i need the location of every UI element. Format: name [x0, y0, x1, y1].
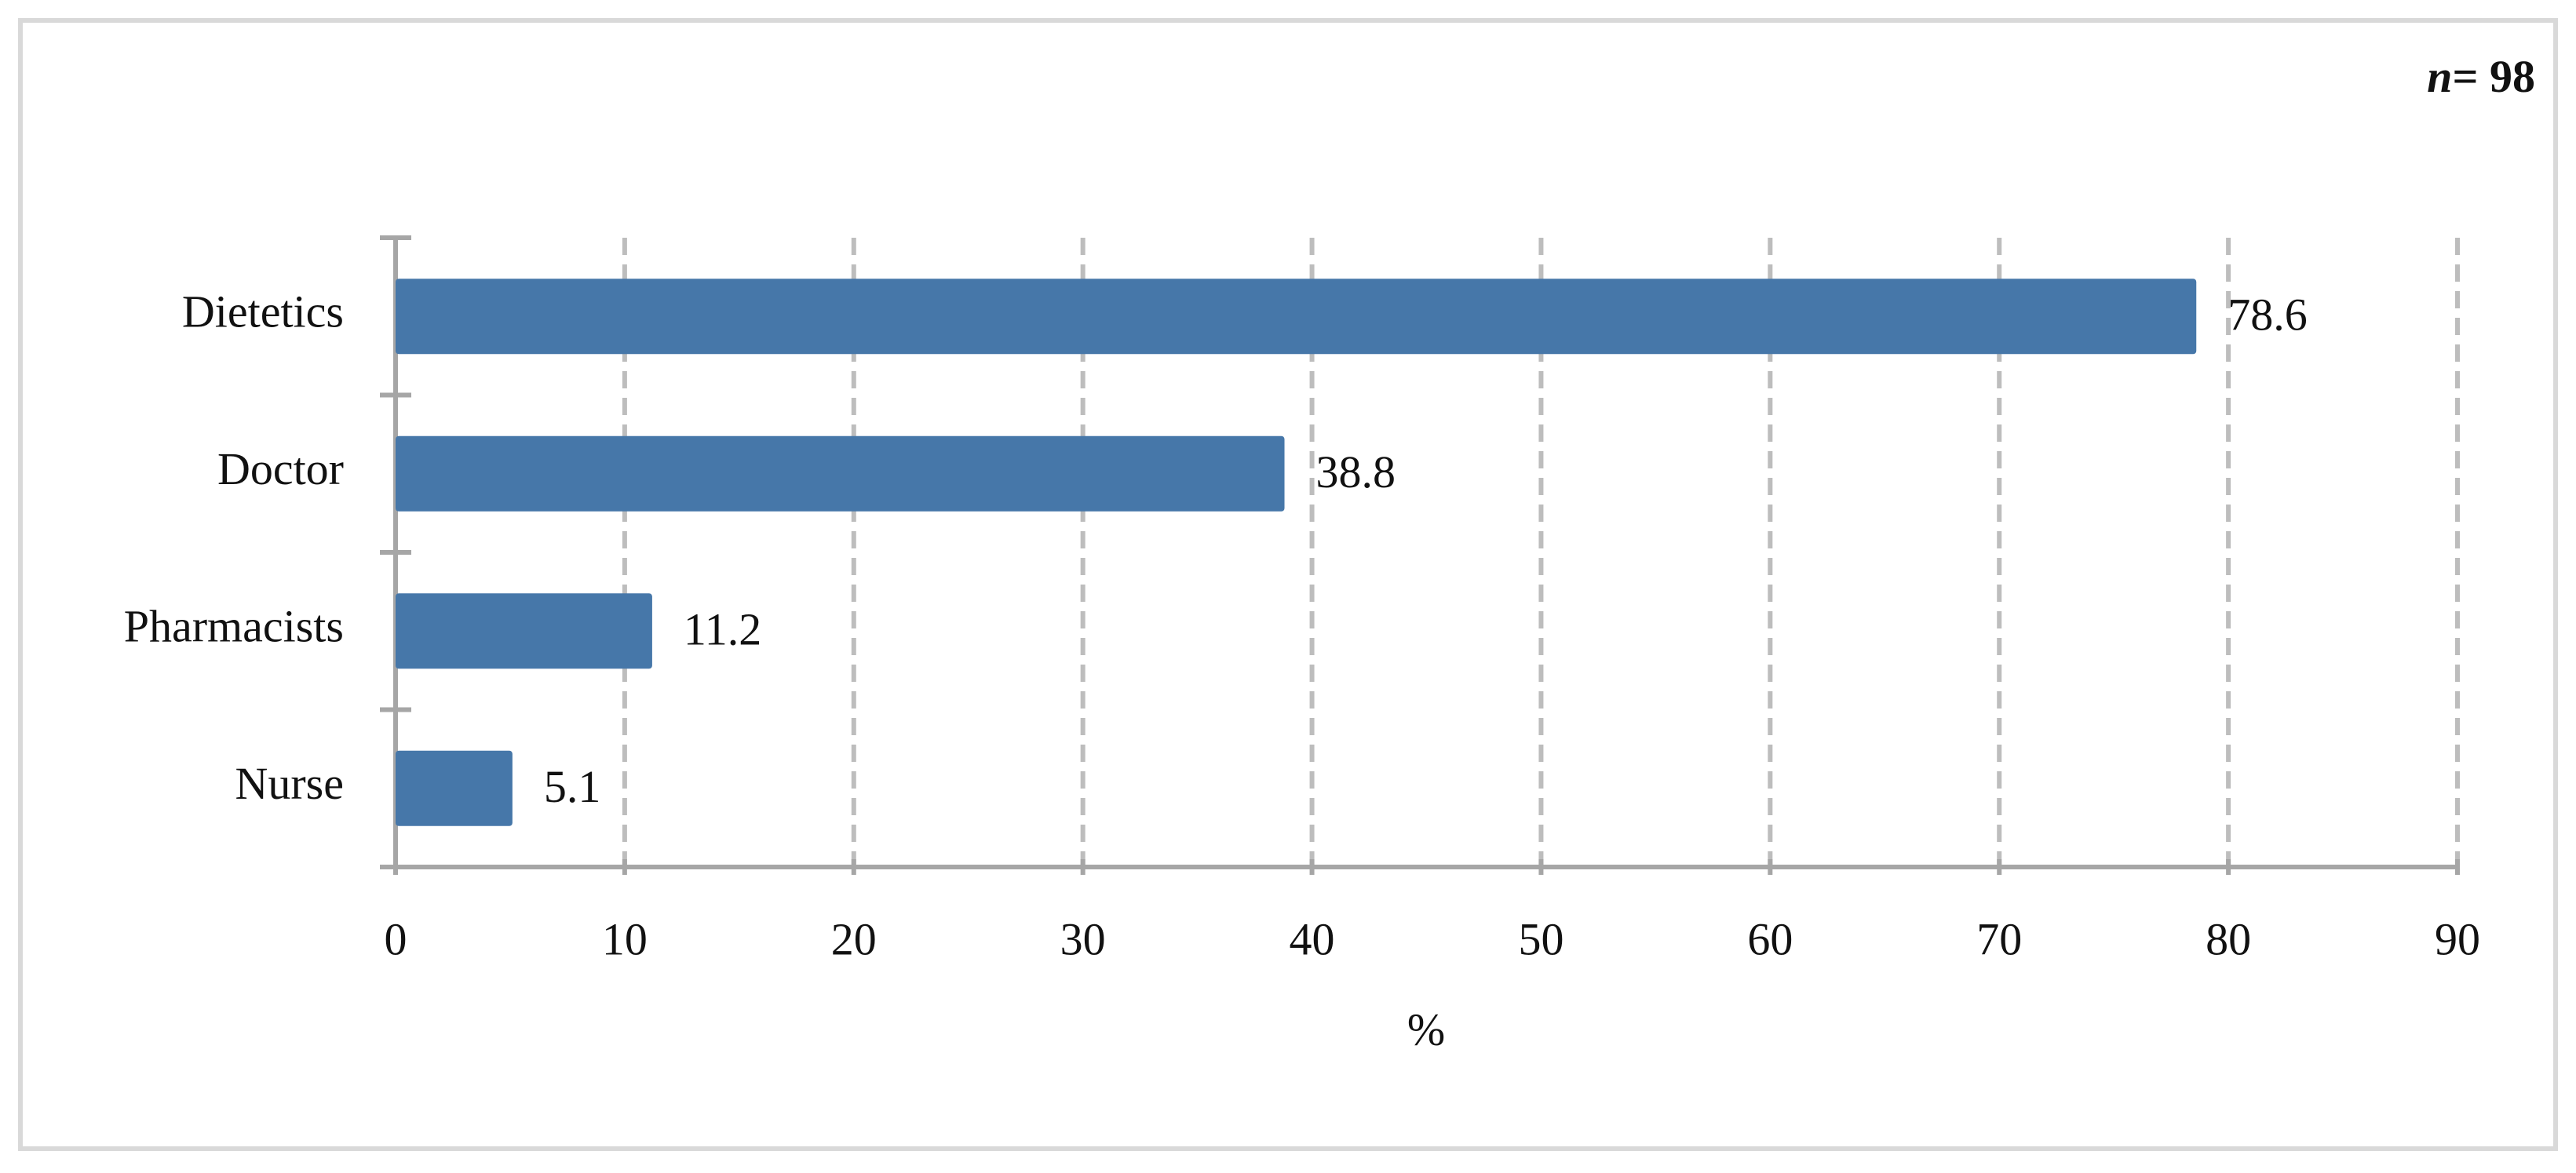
x-tick-label: 90: [2435, 913, 2480, 964]
x-tick-label: 70: [1976, 913, 2022, 964]
value-label: 5.1: [544, 761, 601, 812]
x-tick-label: 40: [1290, 913, 1335, 964]
bar: [396, 750, 513, 826]
x-tick-label: 60: [1747, 913, 1793, 964]
y-tick-label: Nurse: [235, 758, 344, 809]
x-axis-label: %: [1407, 1004, 1445, 1055]
annotation: n= 98: [2427, 51, 2535, 102]
bar: [396, 279, 2197, 355]
x-tick-label: 0: [385, 913, 407, 964]
x-tick-label: 30: [1060, 913, 1106, 964]
x-tick-label: 80: [2206, 913, 2251, 964]
x-tick-label: 10: [602, 913, 648, 964]
chart-frame: [18, 18, 2558, 1151]
annotation-variable: n: [2427, 51, 2452, 102]
bar: [396, 593, 652, 669]
y-tick-label: Doctor: [217, 443, 344, 494]
bar: [396, 435, 1285, 512]
x-tick-label: 20: [831, 913, 877, 964]
y-tick-label: Dietetics: [182, 286, 344, 337]
x-tick-label: 50: [1518, 913, 1563, 964]
value-label: 78.6: [2228, 290, 2308, 341]
value-label: 38.8: [1316, 446, 1396, 497]
value-label: 11.2: [684, 604, 761, 655]
annotation-text: = 98: [2452, 51, 2535, 102]
y-tick-label: Pharmacists: [124, 601, 344, 652]
